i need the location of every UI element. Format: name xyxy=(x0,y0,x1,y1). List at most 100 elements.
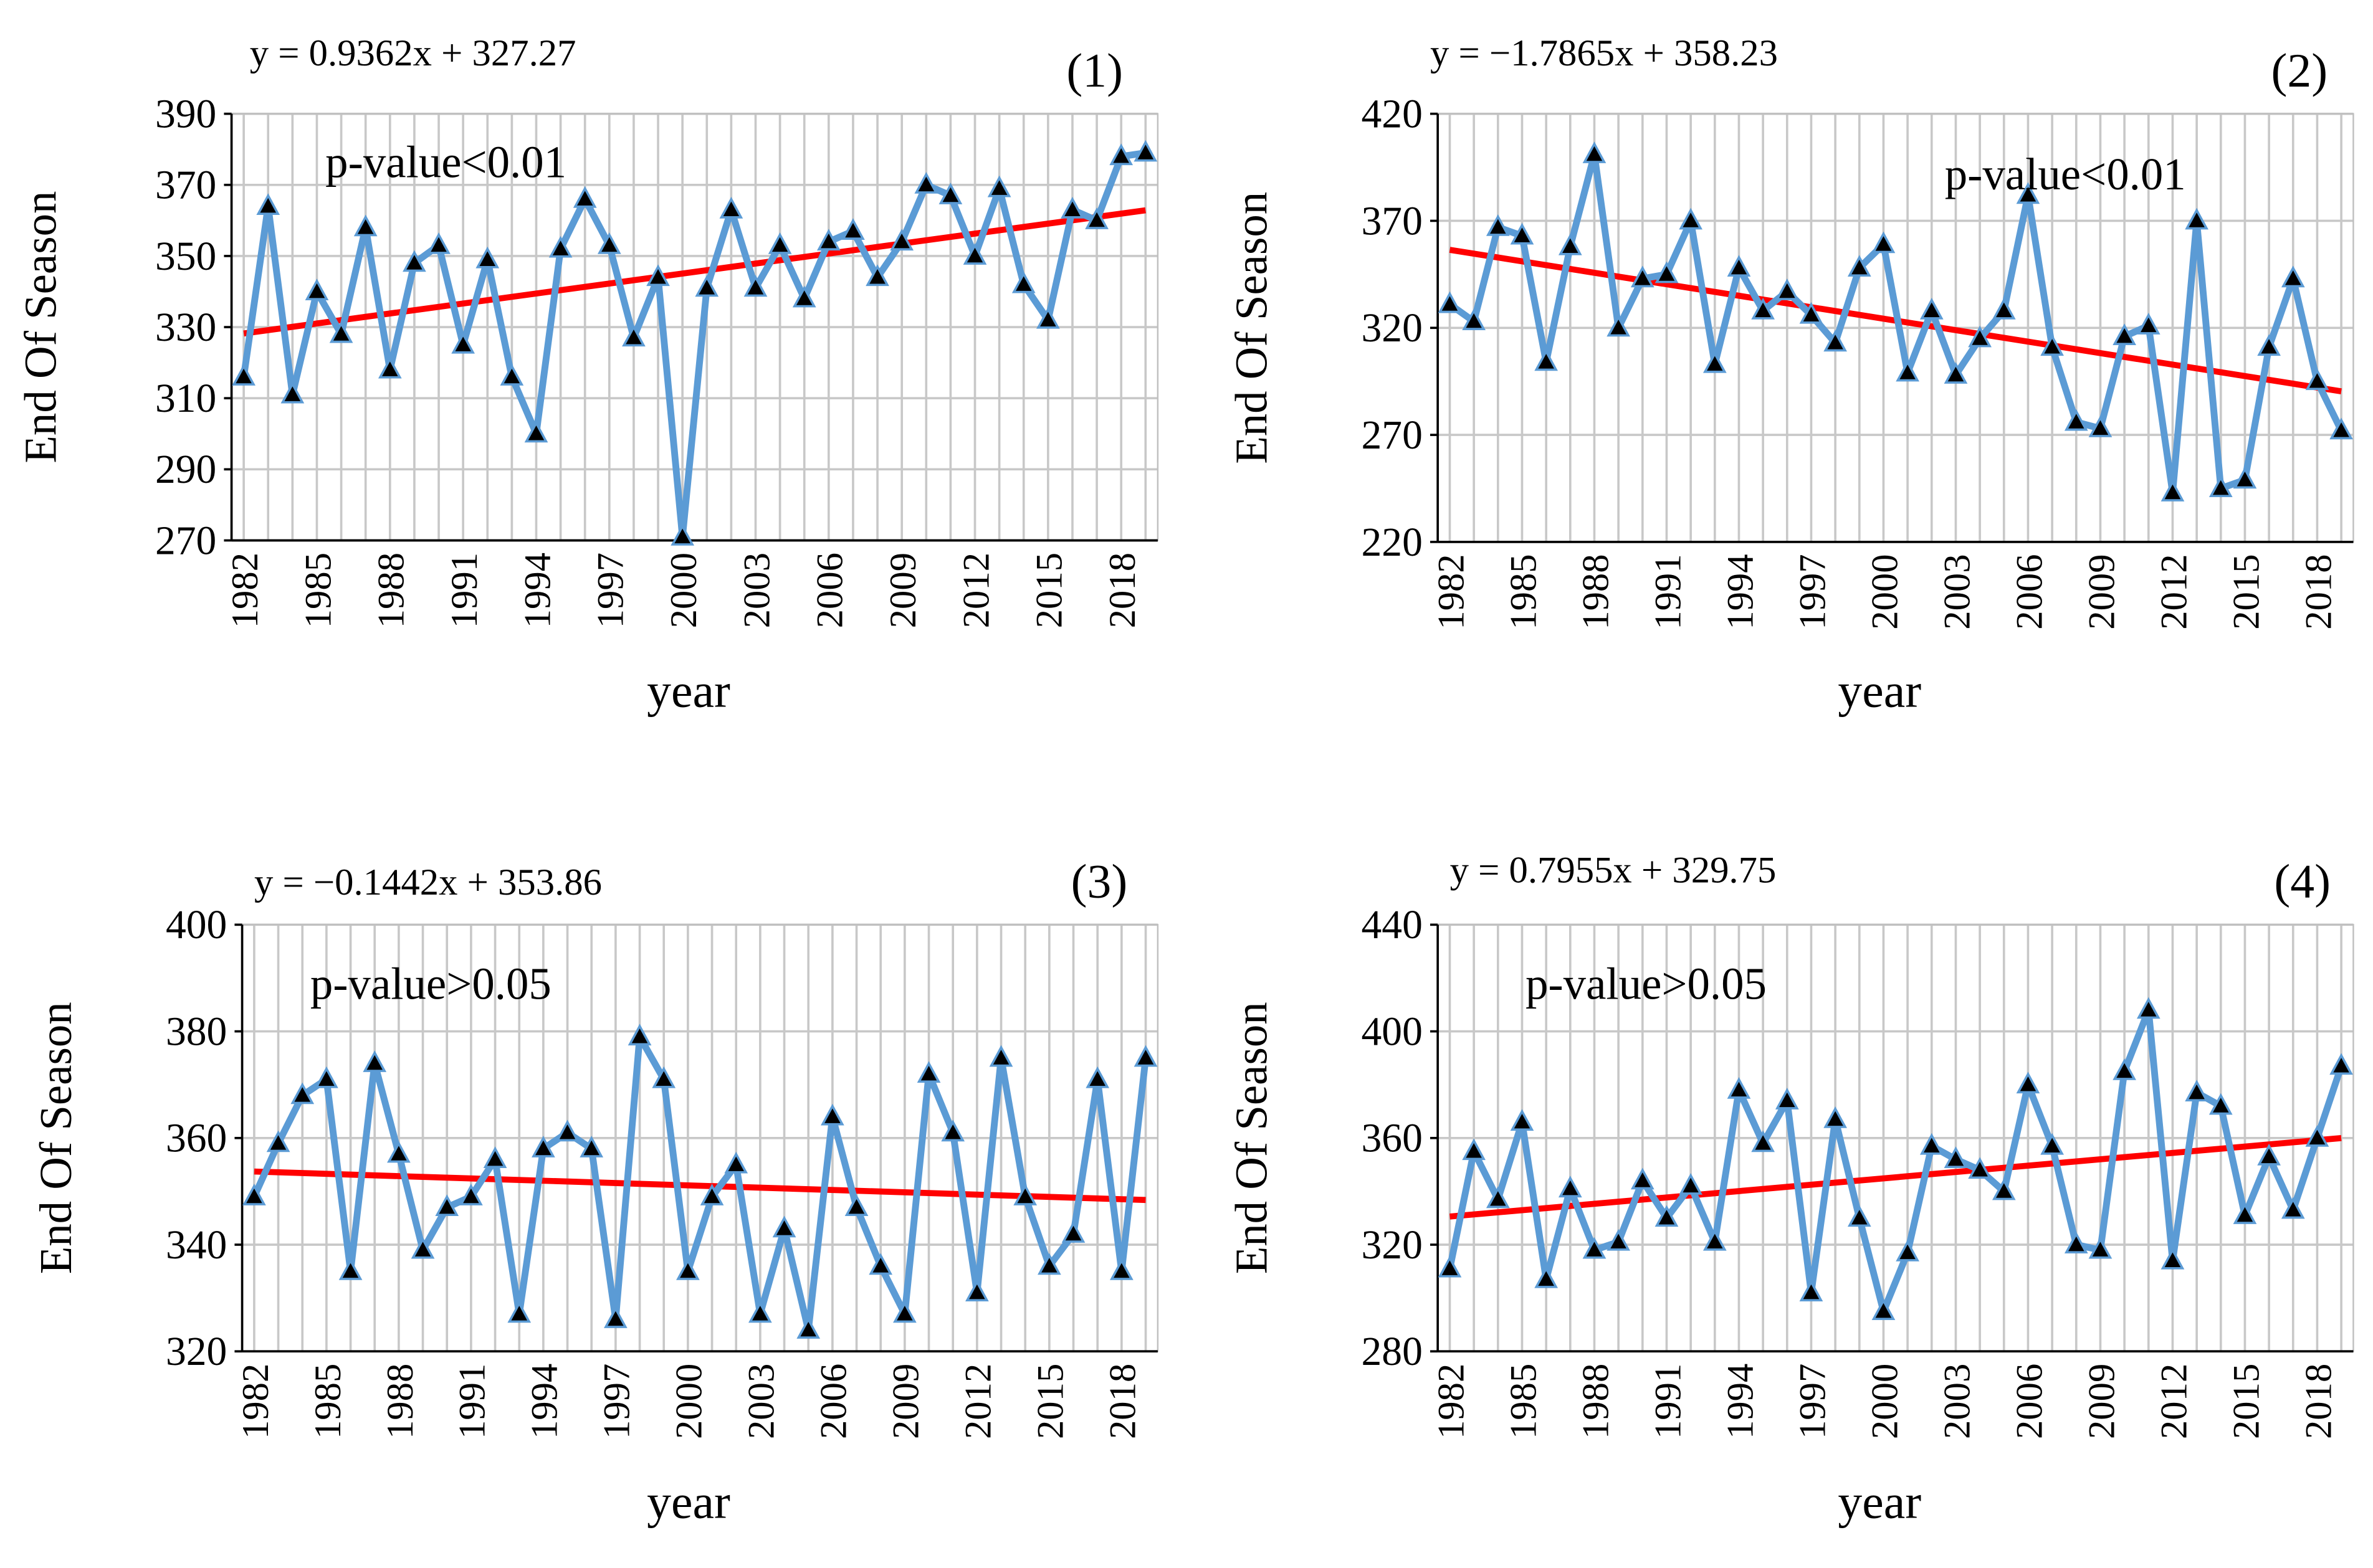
data-point xyxy=(646,264,670,287)
data-point xyxy=(378,356,402,379)
data-point xyxy=(2281,265,2305,288)
data-point xyxy=(1919,297,1944,320)
data-point xyxy=(938,183,963,204)
data-point xyxy=(483,1146,507,1168)
data-point xyxy=(1582,1237,1607,1259)
x-tick-label: 2015 xyxy=(1029,553,1071,628)
data-point xyxy=(280,381,305,404)
data-point xyxy=(524,421,548,443)
data-point xyxy=(1486,214,1510,236)
x-axis-title: year xyxy=(1838,1475,1921,1528)
x-tick-label: 1997 xyxy=(1792,554,1833,629)
x-tick-label: 2000 xyxy=(663,553,705,628)
data-point xyxy=(941,1119,965,1142)
data-point xyxy=(1919,1133,1944,1155)
data-point xyxy=(1654,261,1679,283)
data-point xyxy=(1847,1205,1871,1227)
y-axis-title: End Of Season xyxy=(1226,1002,1276,1274)
data-point xyxy=(1871,231,1896,254)
data-point xyxy=(2016,1071,2040,1094)
trend-line xyxy=(254,1168,1146,1204)
x-tick-label: 2000 xyxy=(669,1364,710,1439)
data-point xyxy=(893,1301,917,1323)
data-point xyxy=(2088,1237,2113,1259)
x-tick-label: 1985 xyxy=(307,1364,349,1439)
y-tick-label: 290 xyxy=(155,447,216,492)
data-point xyxy=(2136,997,2161,1019)
x-tick-label: 1982 xyxy=(235,1364,277,1439)
data-point xyxy=(719,196,743,219)
data-point xyxy=(1134,140,1158,162)
data-point xyxy=(555,1119,580,1142)
x-tick-label: 2012 xyxy=(2153,1364,2195,1439)
x-tick-label: 1994 xyxy=(524,1364,566,1439)
data-point xyxy=(451,331,475,354)
data-point xyxy=(844,1194,869,1217)
data-point xyxy=(2113,1058,2136,1080)
data-point xyxy=(796,1317,821,1339)
x-tick-label: 2003 xyxy=(736,553,778,628)
x-tick-label: 2015 xyxy=(2225,554,2267,629)
series-line xyxy=(251,1033,1149,1334)
data-point xyxy=(1847,255,1871,277)
data-point xyxy=(2281,1197,2305,1219)
data-point xyxy=(1109,143,1134,166)
data-point xyxy=(329,321,353,343)
x-tick-label: 2009 xyxy=(2081,1364,2122,1439)
data-point xyxy=(1727,255,1751,277)
data-point xyxy=(671,523,695,546)
x-tick-label: 1982 xyxy=(1430,1364,1472,1439)
equation: y = −1.7865x + 358.23 xyxy=(1430,32,1778,74)
data-point xyxy=(1775,1088,1799,1109)
data-point xyxy=(427,232,451,254)
y-tick-label: 390 xyxy=(155,92,216,137)
data-point xyxy=(1558,233,1582,255)
data-point xyxy=(816,229,841,251)
data-point xyxy=(1607,1228,1630,1251)
data-point xyxy=(869,1253,893,1275)
data-point xyxy=(2040,334,2064,356)
series-line xyxy=(1446,1006,2345,1315)
data-point xyxy=(242,1184,266,1205)
y-tick-label: 420 xyxy=(1362,92,1423,137)
data-point xyxy=(1110,1258,1134,1280)
data-point xyxy=(1607,315,1630,337)
x-tick-label: 2006 xyxy=(2008,554,2050,629)
data-point xyxy=(1036,306,1060,329)
y-tick-label: 310 xyxy=(155,376,216,421)
data-point xyxy=(1702,1228,1727,1251)
data-point xyxy=(266,1130,290,1152)
data-point xyxy=(2064,1232,2088,1253)
equation: y = 0.7955x + 329.75 xyxy=(1450,849,1777,891)
data-point xyxy=(841,218,865,240)
data-point xyxy=(1944,1146,1968,1168)
data-point xyxy=(695,275,719,297)
y-tick-label: 320 xyxy=(1362,1223,1423,1268)
data-point xyxy=(1823,1106,1847,1128)
data-point xyxy=(622,325,646,347)
data-point xyxy=(628,1024,652,1046)
data-point xyxy=(387,1141,411,1163)
data-point xyxy=(987,175,1011,197)
y-tick-label: 440 xyxy=(1362,903,1423,948)
data-point xyxy=(1679,1173,1702,1195)
data-point xyxy=(1134,1045,1158,1067)
data-point xyxy=(548,235,573,258)
x-tick-label: 2003 xyxy=(1936,554,1978,629)
data-point xyxy=(989,1045,1013,1067)
data-point xyxy=(290,1082,315,1105)
x-tick-label: 1997 xyxy=(590,553,632,628)
trend-line xyxy=(243,207,1146,337)
data-point xyxy=(2329,1053,2353,1075)
x-tick-label: 1985 xyxy=(297,553,339,628)
x-tick-label: 1982 xyxy=(1430,554,1472,629)
y-tick-label: 270 xyxy=(155,518,216,563)
x-tick-label: 2012 xyxy=(958,1364,1000,1439)
y-tick-label: 220 xyxy=(1362,520,1423,565)
panel-label: (3) xyxy=(1071,855,1128,908)
y-axis-title: End Of Season xyxy=(16,191,66,463)
equation: y = 0.9362x + 327.27 xyxy=(250,32,576,74)
data-point xyxy=(1085,207,1109,229)
data-point xyxy=(1582,141,1607,163)
